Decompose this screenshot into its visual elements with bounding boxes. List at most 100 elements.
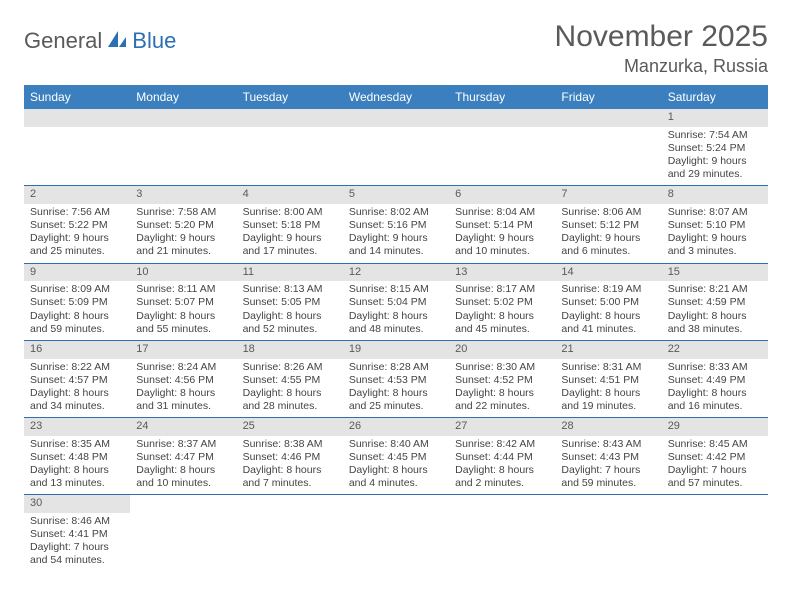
daylight-text-1: Daylight: 9 hours bbox=[668, 155, 762, 168]
calendar-cell: 13Sunrise: 8:17 AMSunset: 5:02 PMDayligh… bbox=[449, 263, 555, 340]
sunrise-text: Sunrise: 8:07 AM bbox=[668, 206, 762, 219]
day-number: 23 bbox=[24, 418, 130, 436]
sunrise-text: Sunrise: 8:21 AM bbox=[668, 283, 762, 296]
day-content bbox=[343, 127, 449, 133]
sunrise-text: Sunrise: 8:42 AM bbox=[455, 438, 549, 451]
sunset-text: Sunset: 5:05 PM bbox=[243, 296, 337, 309]
daylight-text-2: and 14 minutes. bbox=[349, 245, 443, 258]
calendar-cell: 30Sunrise: 8:46 AMSunset: 4:41 PMDayligh… bbox=[24, 495, 130, 572]
daylight-text-1: Daylight: 7 hours bbox=[30, 541, 124, 554]
day-number: 10 bbox=[130, 264, 236, 282]
day-content: Sunrise: 7:58 AMSunset: 5:20 PMDaylight:… bbox=[130, 204, 236, 263]
day-content: Sunrise: 7:54 AMSunset: 5:24 PMDaylight:… bbox=[662, 127, 768, 186]
header-friday: Friday bbox=[555, 85, 661, 109]
calendar-cell: 16Sunrise: 8:22 AMSunset: 4:57 PMDayligh… bbox=[24, 340, 130, 417]
sunset-text: Sunset: 4:51 PM bbox=[561, 374, 655, 387]
header-wednesday: Wednesday bbox=[343, 85, 449, 109]
calendar-cell: 11Sunrise: 8:13 AMSunset: 5:05 PMDayligh… bbox=[237, 263, 343, 340]
calendar-cell: 20Sunrise: 8:30 AMSunset: 4:52 PMDayligh… bbox=[449, 340, 555, 417]
day-number: 1 bbox=[662, 109, 768, 127]
day-content: Sunrise: 8:37 AMSunset: 4:47 PMDaylight:… bbox=[130, 436, 236, 495]
calendar-cell bbox=[555, 495, 661, 572]
calendar-cell bbox=[555, 109, 661, 186]
daylight-text-1: Daylight: 9 hours bbox=[243, 232, 337, 245]
calendar-cell: 23Sunrise: 8:35 AMSunset: 4:48 PMDayligh… bbox=[24, 418, 130, 495]
day-number: 3 bbox=[130, 186, 236, 204]
day-content: Sunrise: 8:04 AMSunset: 5:14 PMDaylight:… bbox=[449, 204, 555, 263]
day-number: 8 bbox=[662, 186, 768, 204]
calendar-cell bbox=[662, 495, 768, 572]
logo: General Blue bbox=[24, 20, 176, 54]
day-number: 21 bbox=[555, 341, 661, 359]
sunrise-text: Sunrise: 8:26 AM bbox=[243, 361, 337, 374]
calendar-cell bbox=[343, 495, 449, 572]
header-monday: Monday bbox=[130, 85, 236, 109]
calendar-cell: 1Sunrise: 7:54 AMSunset: 5:24 PMDaylight… bbox=[662, 109, 768, 186]
day-number: 29 bbox=[662, 418, 768, 436]
daylight-text-2: and 21 minutes. bbox=[136, 245, 230, 258]
day-content: Sunrise: 8:19 AMSunset: 5:00 PMDaylight:… bbox=[555, 281, 661, 340]
sunrise-text: Sunrise: 8:09 AM bbox=[30, 283, 124, 296]
daylight-text-2: and 10 minutes. bbox=[136, 477, 230, 490]
logo-text-general: General bbox=[24, 28, 102, 54]
calendar-cell: 7Sunrise: 8:06 AMSunset: 5:12 PMDaylight… bbox=[555, 186, 661, 263]
sunset-text: Sunset: 4:49 PM bbox=[668, 374, 762, 387]
sunrise-text: Sunrise: 8:06 AM bbox=[561, 206, 655, 219]
sunset-text: Sunset: 4:53 PM bbox=[349, 374, 443, 387]
sunrise-text: Sunrise: 8:19 AM bbox=[561, 283, 655, 296]
day-number: 6 bbox=[449, 186, 555, 204]
daylight-text-2: and 57 minutes. bbox=[668, 477, 762, 490]
sunset-text: Sunset: 4:42 PM bbox=[668, 451, 762, 464]
daylight-text-1: Daylight: 8 hours bbox=[561, 387, 655, 400]
day-content: Sunrise: 8:06 AMSunset: 5:12 PMDaylight:… bbox=[555, 204, 661, 263]
day-content: Sunrise: 8:07 AMSunset: 5:10 PMDaylight:… bbox=[662, 204, 768, 263]
calendar-cell: 12Sunrise: 8:15 AMSunset: 5:04 PMDayligh… bbox=[343, 263, 449, 340]
calendar-cell: 9Sunrise: 8:09 AMSunset: 5:09 PMDaylight… bbox=[24, 263, 130, 340]
day-content bbox=[343, 513, 449, 519]
calendar-cell: 22Sunrise: 8:33 AMSunset: 4:49 PMDayligh… bbox=[662, 340, 768, 417]
day-content: Sunrise: 8:30 AMSunset: 4:52 PMDaylight:… bbox=[449, 359, 555, 418]
day-content: Sunrise: 8:15 AMSunset: 5:04 PMDaylight:… bbox=[343, 281, 449, 340]
daylight-text-2: and 25 minutes. bbox=[30, 245, 124, 258]
day-content: Sunrise: 8:11 AMSunset: 5:07 PMDaylight:… bbox=[130, 281, 236, 340]
day-number: 27 bbox=[449, 418, 555, 436]
day-number: 24 bbox=[130, 418, 236, 436]
daylight-text-1: Daylight: 8 hours bbox=[349, 387, 443, 400]
sunset-text: Sunset: 4:48 PM bbox=[30, 451, 124, 464]
daylight-text-1: Daylight: 7 hours bbox=[668, 464, 762, 477]
daylight-text-1: Daylight: 9 hours bbox=[349, 232, 443, 245]
daylight-text-1: Daylight: 8 hours bbox=[349, 310, 443, 323]
day-number bbox=[449, 109, 555, 127]
calendar-week-row: 23Sunrise: 8:35 AMSunset: 4:48 PMDayligh… bbox=[24, 418, 768, 495]
sunrise-text: Sunrise: 8:24 AM bbox=[136, 361, 230, 374]
day-content: Sunrise: 8:28 AMSunset: 4:53 PMDaylight:… bbox=[343, 359, 449, 418]
daylight-text-1: Daylight: 9 hours bbox=[30, 232, 124, 245]
sunset-text: Sunset: 4:59 PM bbox=[668, 296, 762, 309]
day-number: 16 bbox=[24, 341, 130, 359]
sunrise-text: Sunrise: 8:22 AM bbox=[30, 361, 124, 374]
daylight-text-2: and 41 minutes. bbox=[561, 323, 655, 336]
day-number bbox=[237, 109, 343, 127]
sunrise-text: Sunrise: 7:58 AM bbox=[136, 206, 230, 219]
day-number bbox=[343, 109, 449, 127]
daylight-text-2: and 10 minutes. bbox=[455, 245, 549, 258]
daylight-text-2: and 19 minutes. bbox=[561, 400, 655, 413]
daylight-text-1: Daylight: 8 hours bbox=[668, 310, 762, 323]
daylight-text-2: and 59 minutes. bbox=[30, 323, 124, 336]
calendar-cell: 24Sunrise: 8:37 AMSunset: 4:47 PMDayligh… bbox=[130, 418, 236, 495]
daylight-text-1: Daylight: 8 hours bbox=[349, 464, 443, 477]
day-number: 15 bbox=[662, 264, 768, 282]
day-content: Sunrise: 8:35 AMSunset: 4:48 PMDaylight:… bbox=[24, 436, 130, 495]
daylight-text-2: and 48 minutes. bbox=[349, 323, 443, 336]
sunset-text: Sunset: 5:04 PM bbox=[349, 296, 443, 309]
calendar-cell: 18Sunrise: 8:26 AMSunset: 4:55 PMDayligh… bbox=[237, 340, 343, 417]
calendar-cell: 27Sunrise: 8:42 AMSunset: 4:44 PMDayligh… bbox=[449, 418, 555, 495]
calendar-cell bbox=[449, 495, 555, 572]
day-number bbox=[237, 495, 343, 513]
daylight-text-2: and 52 minutes. bbox=[243, 323, 337, 336]
daylight-text-1: Daylight: 8 hours bbox=[30, 387, 124, 400]
sunrise-text: Sunrise: 8:15 AM bbox=[349, 283, 443, 296]
daylight-text-2: and 31 minutes. bbox=[136, 400, 230, 413]
sunset-text: Sunset: 5:02 PM bbox=[455, 296, 549, 309]
sunset-text: Sunset: 5:18 PM bbox=[243, 219, 337, 232]
